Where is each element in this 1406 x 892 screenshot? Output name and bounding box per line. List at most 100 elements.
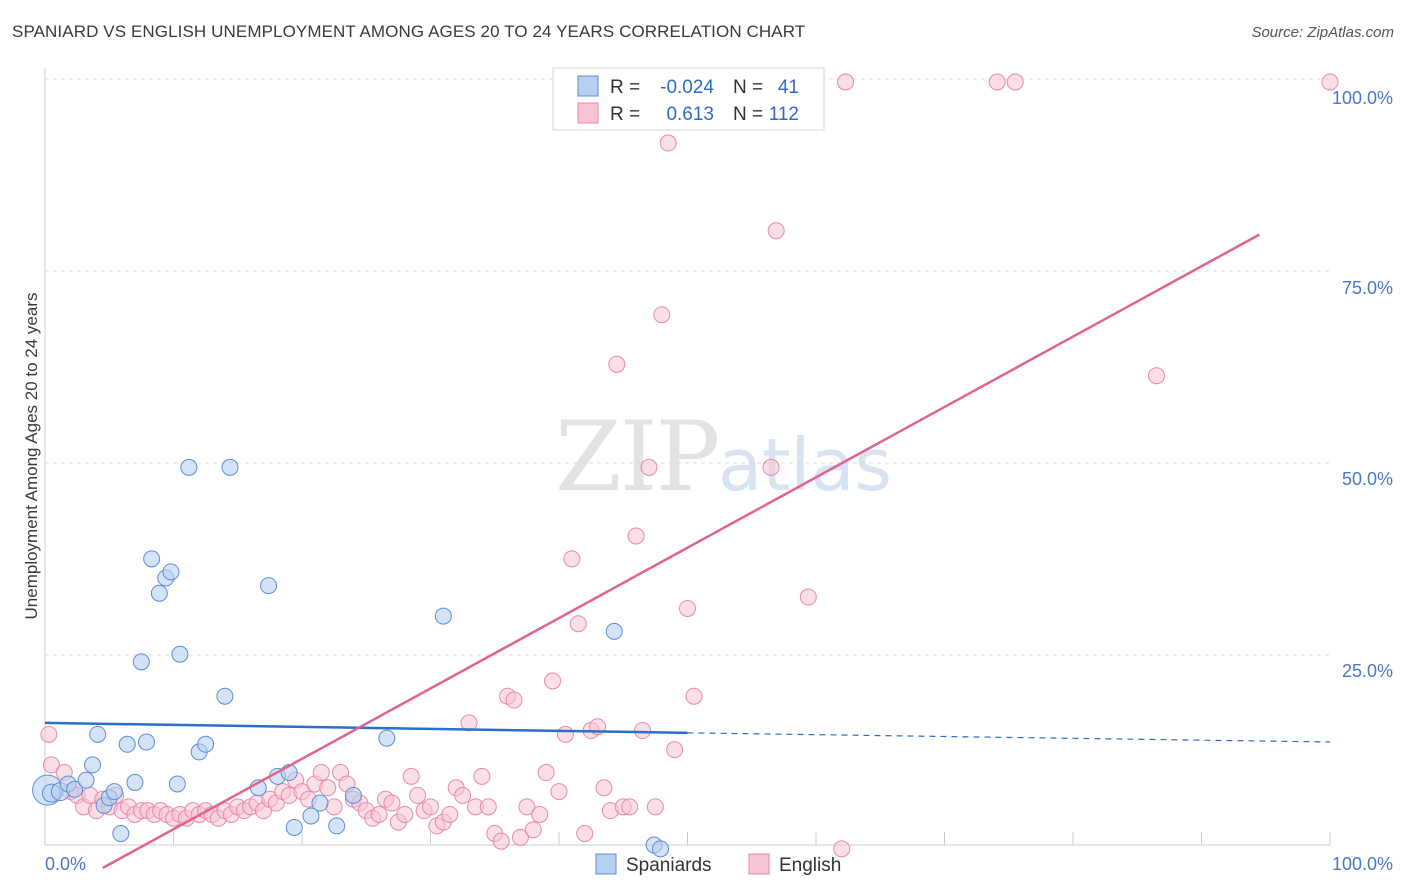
english-point-67	[473, 767, 491, 785]
english-point-106	[837, 73, 855, 91]
english-point-90	[621, 798, 639, 816]
english-point-81	[563, 550, 581, 568]
english-point-76	[531, 805, 549, 823]
bottom-legend-english: English	[779, 855, 841, 876]
spaniard-point-17	[150, 584, 168, 602]
english-point-91	[627, 527, 645, 545]
spaniard-point-25	[216, 687, 234, 705]
english-point-108	[1006, 73, 1024, 91]
x-tick-label-max: 100.0%	[1332, 854, 1393, 874]
spaniard-point-19	[162, 563, 180, 581]
english-point-55	[396, 805, 414, 823]
english-point-102	[767, 222, 785, 240]
spaniard-point-7	[89, 725, 107, 743]
y-tick-label-75: 75.0%	[1342, 278, 1393, 298]
spaniard-point-34	[328, 817, 346, 835]
english-point-82	[569, 615, 587, 633]
english-point-42	[312, 764, 330, 782]
legend-n-label-1: N =	[733, 77, 763, 98]
english-point-79	[550, 783, 568, 801]
english-point-64	[454, 786, 472, 804]
spaniard-point-40	[652, 840, 670, 858]
english-point-68	[479, 798, 497, 816]
spaniard-point-36	[378, 729, 396, 747]
legend-swatch-english	[577, 102, 599, 124]
spaniard-point-21	[168, 775, 186, 793]
legend-n-value-1: 41	[778, 77, 799, 98]
spaniard-point-12	[118, 735, 136, 753]
english-point-56	[402, 767, 420, 785]
spaniards-series	[32, 458, 670, 858]
english-point-104	[799, 588, 817, 606]
spaniard-point-37	[434, 607, 452, 625]
legend-r-label-1: R =	[610, 77, 640, 98]
y-axis-title: Unemployment Among Ages 20 to 24 years	[22, 293, 41, 620]
english-point-59	[422, 798, 439, 816]
english-point-51	[370, 805, 388, 823]
y-tick-label-100: 100.0%	[1332, 88, 1393, 108]
legend-r-value-1: -0.024	[660, 77, 714, 98]
spaniard-point-20	[171, 645, 189, 663]
bottom-legend-spaniards: Spaniards	[626, 855, 712, 876]
english-point-109	[1148, 367, 1166, 385]
spaniard-point-38	[605, 622, 623, 640]
chart-title: SPANIARD VS ENGLISH UNEMPLOYMENT AMONG A…	[12, 22, 806, 41]
english-point-77	[537, 764, 555, 782]
series-legend: Spaniards English	[595, 853, 841, 876]
legend-r-value-2: 0.613	[666, 104, 714, 125]
grid-lines	[45, 78, 1330, 656]
spaniard-point-16	[143, 550, 161, 568]
y-tick-labels: 25.0% 50.0% 75.0% 100.0%	[1332, 88, 1393, 681]
english-point-43	[319, 779, 337, 797]
english-point-75	[524, 821, 542, 839]
english-series	[40, 73, 1339, 858]
chart-source: Source: ZipAtlas.com	[1251, 24, 1394, 41]
english-point-0	[40, 725, 58, 743]
spaniard-point-35	[344, 786, 362, 804]
bottom-legend-swatch-english	[748, 853, 770, 875]
spaniards-trend-extension	[687, 732, 1331, 743]
english-point-95	[653, 306, 671, 324]
trend-lines	[44, 233, 1331, 869]
correlation-legend: R = -0.024 N = 41 R = 0.613 N = 112	[552, 67, 825, 131]
spaniard-point-13	[126, 773, 144, 791]
english-point-98	[679, 599, 696, 617]
y-tick-label-50: 50.0%	[1342, 469, 1393, 489]
spaniard-point-31	[285, 818, 303, 836]
english-point-78	[544, 672, 562, 690]
legend-swatch-spaniards	[577, 75, 599, 97]
english-point-70	[492, 832, 510, 850]
english-point-44	[325, 798, 343, 816]
english-point-101	[762, 458, 780, 476]
english-point-53	[383, 794, 401, 812]
english-point-83	[576, 825, 594, 843]
x-tick-label-min: 0.0%	[45, 854, 86, 874]
english-point-86	[595, 779, 613, 797]
english-point-57	[409, 786, 427, 804]
english-point-99	[685, 687, 703, 705]
spaniard-point-5	[77, 771, 95, 789]
legend-n-label-2: N =	[733, 104, 763, 125]
english-point-65	[460, 714, 478, 732]
x-axis-ticks	[44, 832, 1331, 845]
spaniard-point-11	[112, 825, 130, 843]
english-point-1	[42, 756, 60, 774]
legend-n-value-2: 112	[769, 104, 799, 125]
english-point-107	[988, 73, 1006, 91]
english-point-92	[634, 722, 652, 740]
spaniard-point-26	[221, 458, 239, 476]
english-trend-line	[102, 233, 1260, 869]
english-point-73	[511, 828, 529, 846]
english-point-80	[556, 725, 574, 743]
watermark-atlas: atlas	[718, 423, 892, 507]
english-point-97	[666, 741, 684, 759]
english-point-110	[1321, 73, 1339, 91]
watermark-zip: ZIP	[555, 401, 718, 513]
spaniards-trend-line	[44, 721, 688, 735]
spaniard-point-15	[138, 733, 156, 751]
english-point-94	[646, 798, 664, 816]
english-point-72	[505, 691, 523, 709]
english-point-62	[441, 805, 459, 823]
